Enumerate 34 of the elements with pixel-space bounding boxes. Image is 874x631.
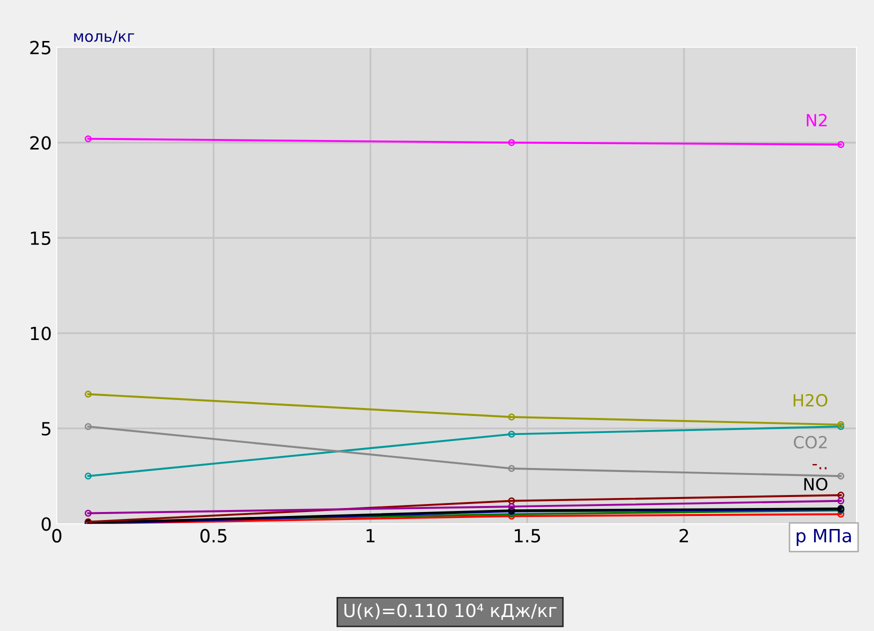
point: [84, 472, 92, 480]
point: [84, 390, 92, 398]
y-tick-label: 20: [30, 136, 51, 150]
series-label: CO2: [794, 436, 827, 449]
point: [508, 503, 516, 510]
point: [508, 139, 516, 146]
series-label: NO: [804, 478, 828, 490]
point: [508, 497, 516, 504]
x-tick-label: 0: [52, 528, 62, 543]
x-tick-label: 1.5: [514, 529, 540, 543]
y-tick-label: 5: [42, 422, 50, 436]
x-tick-label: 0.5: [200, 528, 226, 543]
y-tick-label: 15: [30, 232, 50, 246]
point: [508, 414, 516, 420]
y-tick-label: 25: [30, 40, 50, 54]
point: [508, 430, 516, 438]
point: [837, 497, 844, 504]
series-label: H2O: [794, 394, 828, 407]
series-label: -..: [812, 464, 826, 470]
point: [508, 464, 516, 472]
point: [837, 141, 844, 148]
point: [84, 135, 92, 142]
y-axis-title: моль/кг: [74, 30, 134, 44]
point: [837, 472, 844, 480]
point: [84, 423, 92, 430]
point: [84, 510, 92, 517]
x-axis-title: p МПа: [796, 529, 851, 546]
series-label: N2: [806, 114, 827, 126]
point: [837, 492, 844, 499]
x-tick-label: 2: [680, 528, 688, 542]
x-tick-label: 1: [366, 529, 374, 542]
text: U(к)=0.110 10⁴ кДж/кг: [344, 603, 556, 620]
y-tick-label: 10: [30, 326, 51, 340]
y-tick-label: 0: [42, 517, 51, 531]
